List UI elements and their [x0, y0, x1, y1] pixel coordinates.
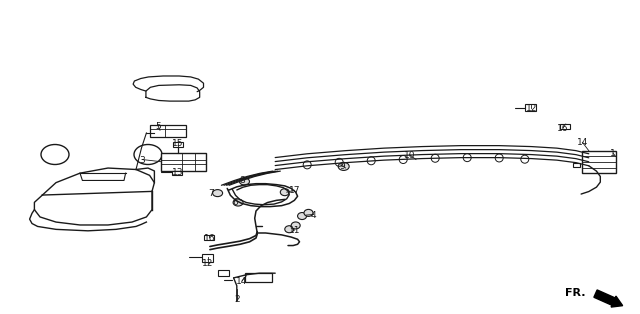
Text: 9: 9: [340, 162, 345, 171]
Text: 4: 4: [311, 211, 316, 219]
Text: 6: 6: [233, 198, 238, 207]
Bar: [161, 153, 206, 171]
Ellipse shape: [134, 144, 162, 165]
Text: 14: 14: [236, 277, 248, 285]
Text: 12: 12: [202, 259, 214, 268]
Ellipse shape: [285, 226, 294, 233]
Ellipse shape: [239, 178, 250, 185]
Bar: [525, 104, 536, 111]
Text: 11: 11: [289, 226, 300, 235]
Text: FR.: FR.: [565, 288, 586, 298]
Bar: [172, 171, 182, 175]
Text: 8: 8: [239, 176, 244, 185]
Text: 16: 16: [557, 124, 569, 133]
Bar: [173, 142, 183, 147]
Text: 5: 5: [156, 122, 161, 131]
Ellipse shape: [304, 209, 313, 216]
Bar: [202, 254, 213, 262]
Text: 15: 15: [172, 139, 184, 148]
Ellipse shape: [233, 199, 243, 206]
Bar: [560, 124, 570, 129]
Text: 16: 16: [204, 234, 215, 242]
FancyArrow shape: [594, 290, 623, 307]
Bar: [573, 163, 580, 167]
Ellipse shape: [291, 222, 300, 229]
Bar: [582, 151, 616, 173]
Ellipse shape: [280, 189, 289, 196]
Bar: [150, 125, 186, 137]
Text: 17: 17: [289, 187, 300, 195]
Text: 13: 13: [172, 168, 184, 176]
Text: 7: 7: [209, 189, 214, 198]
Text: 10: 10: [404, 151, 415, 160]
Bar: [218, 270, 229, 276]
Text: 14: 14: [577, 138, 588, 147]
Text: 12: 12: [525, 104, 537, 113]
Text: 1: 1: [611, 149, 616, 158]
Bar: [204, 235, 214, 240]
Ellipse shape: [338, 162, 349, 171]
Text: 3: 3: [140, 156, 145, 165]
Ellipse shape: [41, 144, 69, 165]
Ellipse shape: [298, 213, 307, 219]
Ellipse shape: [212, 190, 223, 197]
Bar: [245, 273, 272, 282]
Text: 2: 2: [234, 295, 239, 304]
